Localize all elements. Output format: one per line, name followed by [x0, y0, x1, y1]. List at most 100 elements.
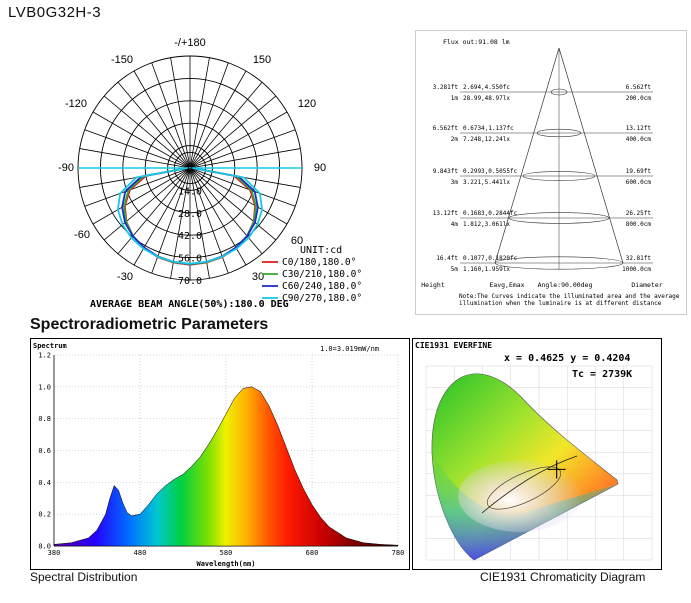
row-diameter-ft: 6.562ft [626, 84, 652, 91]
row-illum-lx: 1.160,1.959lx [463, 266, 510, 273]
polar-angle-label: 30 [252, 271, 264, 283]
cone-footer-label: Diameter [631, 281, 662, 289]
spectrum-ytick: 0.6 [38, 447, 51, 455]
polar-angle-label: -30 [117, 271, 133, 283]
chromaticity-point-marker [547, 460, 566, 479]
cone-footer-label: Angle:90.00deg [538, 281, 593, 289]
row-illum-fc: 2.694,4.550fc [463, 84, 510, 91]
polar-curve-3 [116, 167, 264, 265]
polar-unit-label: UNIT:cd [300, 245, 342, 256]
polar-labels: -/+180 -150 150 -120 120 -90 90 -60 60 -30 30 0 14.0… [58, 37, 326, 287]
polar-radial-label: 42.0 [178, 231, 202, 242]
polar-angle-label: 120 [298, 98, 316, 110]
cone-footer-label: Eavg,Emax [489, 281, 524, 289]
polar-radial-label: 14.0 [178, 186, 202, 197]
spectrum-title: Spectrum [33, 342, 67, 350]
row-illum-fc: 0.1683,0.2844fc [463, 210, 518, 217]
spectrum-annotation: 1.0=3.019mW/nm [320, 345, 379, 353]
row-diameter-cm: 800.0cm [626, 221, 652, 228]
cone-row: 3.281ft 1m 2.694,4.550fc 28.99,48.97lx 6.562… [433, 84, 653, 102]
cone-body [494, 47, 624, 270]
row-diameter-cm: 600.0cm [626, 179, 652, 186]
spectrum-area [53, 386, 399, 547]
row-height-ft: 3.281ft [433, 84, 459, 91]
spectrum-xtick: 580 [220, 549, 233, 557]
spectrum-ytick: 0.0 [38, 543, 51, 551]
row-diameter-ft: 19.69ft [626, 168, 652, 175]
legend-label: C0/180,180.0° [282, 257, 356, 268]
polar-radial-label: 0 [187, 164, 193, 175]
row-height-m: 1m [451, 95, 459, 102]
row-diameter-ft: 26.25ft [626, 210, 652, 217]
spectrum-chart: Spectrum 1.0=3.019mW/nm 0.0 0.2 0.4 0.6 0.8 1… [30, 338, 410, 570]
cone-row: 9.843ft 3m 0.2993,0.5055fc 3.221,5.441lx 19.… [433, 168, 653, 186]
cie-tc-readout: Tc = 2739K [572, 369, 632, 380]
cone-row: 13.12ft 4m 0.1683,0.2844fc 1.812,3.061lx 26.… [433, 210, 653, 228]
row-illum-lx: 1.812,3.061lx [463, 221, 510, 228]
legend-label: C90/270,180.0° [282, 293, 362, 304]
row-illum-fc: 0.6734,1.137fc [463, 125, 514, 132]
polar-radial-label: 70.0 [178, 276, 202, 287]
row-height-ft: 9.843ft [433, 168, 459, 175]
cone-frame [415, 30, 687, 315]
row-height-ft: 6.562ft [433, 125, 459, 132]
row-illum-fc: 0.2993,0.5055fc [463, 168, 518, 175]
spectrum-caption: Spectral Distribution [30, 570, 138, 584]
cone-row: 6.562ft 2m 0.6734,1.137fc 7.248,12.24lx 13.1… [433, 125, 653, 143]
polar-radial-label: 56.0 [178, 254, 202, 265]
cone-rows: 3.281ft 1m 2.694,4.550fc 28.99,48.97lx 6.562… [433, 84, 653, 273]
row-illum-lx: 28.99,48.97lx [463, 95, 510, 102]
row-height-m: 2m [451, 136, 459, 143]
polar-angle-label: -/+180 [174, 37, 206, 49]
row-diameter-cm: 400.0cm [626, 136, 652, 143]
polar-angle-label: 60 [291, 235, 303, 247]
row-diameter-ft: 32.81ft [626, 255, 652, 262]
row-height-m: 3m [451, 179, 459, 186]
cie-white-region [458, 460, 582, 532]
spectrum-ytick: 0.8 [38, 415, 51, 423]
polar-angle-label: 90 [314, 162, 326, 174]
spectrum-ytick: 0.4 [38, 479, 51, 487]
beam-angle-text: AVERAGE BEAM ANGLE(50%):180.0 DEG [90, 299, 289, 310]
cone-note: illumination when the luminaire is at di… [459, 300, 662, 307]
legend-label: C30/210,180.0° [282, 269, 362, 280]
document-title: LVB0G32H-3 [8, 4, 102, 21]
cie-caption: CIE1931 Chromaticity Diagram [480, 570, 646, 584]
cie-blue-region [432, 453, 618, 560]
polar-angle-label: -150 [111, 54, 133, 66]
cone-footer-label: Height [421, 281, 445, 289]
cone-note: Note:The Curves indicate the illuminated… [459, 293, 680, 300]
legend-label: C60/240,180.0° [282, 281, 362, 292]
row-height-ft: 16.4ft [436, 255, 458, 262]
illuminance-cone-chart: Flux out:91.08 lm 3.281ft 1m 2.694,4.550fc… [415, 30, 687, 315]
cone-outline [494, 47, 624, 264]
flux-title: Flux out:91.08 lm [443, 38, 510, 46]
polar-radial-label: 28.0 [178, 209, 202, 220]
spectrum-xtick: 380 [48, 549, 61, 557]
row-height-m: 5m [451, 266, 459, 273]
row-diameter-cm: 1000.0cm [622, 266, 651, 273]
cie-chromaticity-chart: CIE1931 EVERFINE x = 0.4625 y = 0.4204 T… [412, 338, 662, 570]
polar-grid [77, 55, 303, 281]
cie-ellipse [486, 466, 562, 510]
spectrum-ticks: 0.0 0.2 0.4 0.6 0.8 1.0 1.2 380 480 580 680 780 [38, 352, 404, 558]
cie-xy-readout: x = 0.4625 y = 0.4204 [504, 353, 630, 364]
row-illum-lx: 3.221,5.441lx [463, 179, 510, 186]
spectrum-ytick: 1.2 [38, 352, 51, 360]
spectrum-xtick: 680 [306, 549, 319, 557]
row-diameter-cm: 200.0cm [626, 95, 652, 102]
polar-intensity-chart: -/+180 -150 150 -120 120 -90 90 -60 60 -30 30 0 14.0… [58, 37, 362, 310]
cie-title: CIE1931 EVERFINE [415, 341, 492, 350]
spectrum-ytick: 1.0 [38, 383, 51, 391]
polar-angle-label: -120 [65, 98, 87, 110]
row-height-ft: 13.12ft [433, 210, 459, 217]
polar-legend: C0/180,180.0°C30/210,180.0°C60/240,180.0… [262, 257, 362, 304]
cone-footer: Height Eavg,Emax Angle:90.00deg Diameter Not… [421, 281, 679, 307]
spectrum-ytick: 0.2 [38, 511, 51, 519]
polar-angle-label: -90 [58, 162, 74, 174]
spectrum-xlabel: Wavelength(nm) [196, 560, 255, 568]
polar-curves [116, 167, 264, 266]
cone-row: 16.4ft 5m 0.1077,0.1820fc 1.160,1.959lx 32.8… [436, 255, 653, 273]
section-heading: Spectroradiometric Parameters [30, 316, 269, 333]
planckian-locus [481, 455, 578, 514]
